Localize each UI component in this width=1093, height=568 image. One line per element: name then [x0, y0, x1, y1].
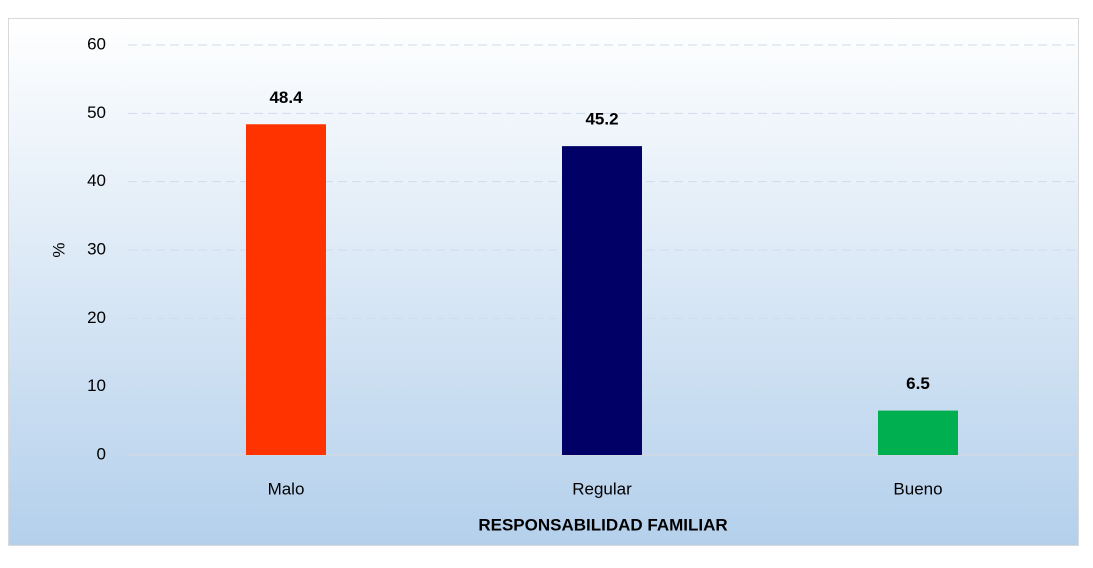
y-tick-label: 30	[87, 239, 106, 258]
y-tick-label: 20	[87, 308, 106, 327]
x-tick-label: Bueno	[893, 479, 942, 498]
bar	[878, 410, 958, 455]
bar	[562, 146, 642, 455]
y-tick-label: 50	[87, 103, 106, 122]
x-tick-label: Malo	[268, 479, 305, 498]
y-tick-label: 0	[97, 444, 106, 463]
y-axis-title: %	[49, 242, 68, 257]
y-tick-label: 40	[87, 171, 106, 190]
value-label: 48.4	[269, 88, 303, 107]
bar	[246, 124, 326, 456]
value-label: 45.2	[585, 110, 618, 129]
chart-background	[8, 18, 1079, 546]
x-tick-label: Regular	[572, 479, 632, 498]
y-tick-label: 60	[87, 34, 106, 53]
value-label: 6.5	[906, 374, 930, 393]
y-tick-label: 10	[87, 376, 106, 395]
x-axis-title: RESPONSABILIDAD FAMILIAR	[478, 515, 727, 534]
